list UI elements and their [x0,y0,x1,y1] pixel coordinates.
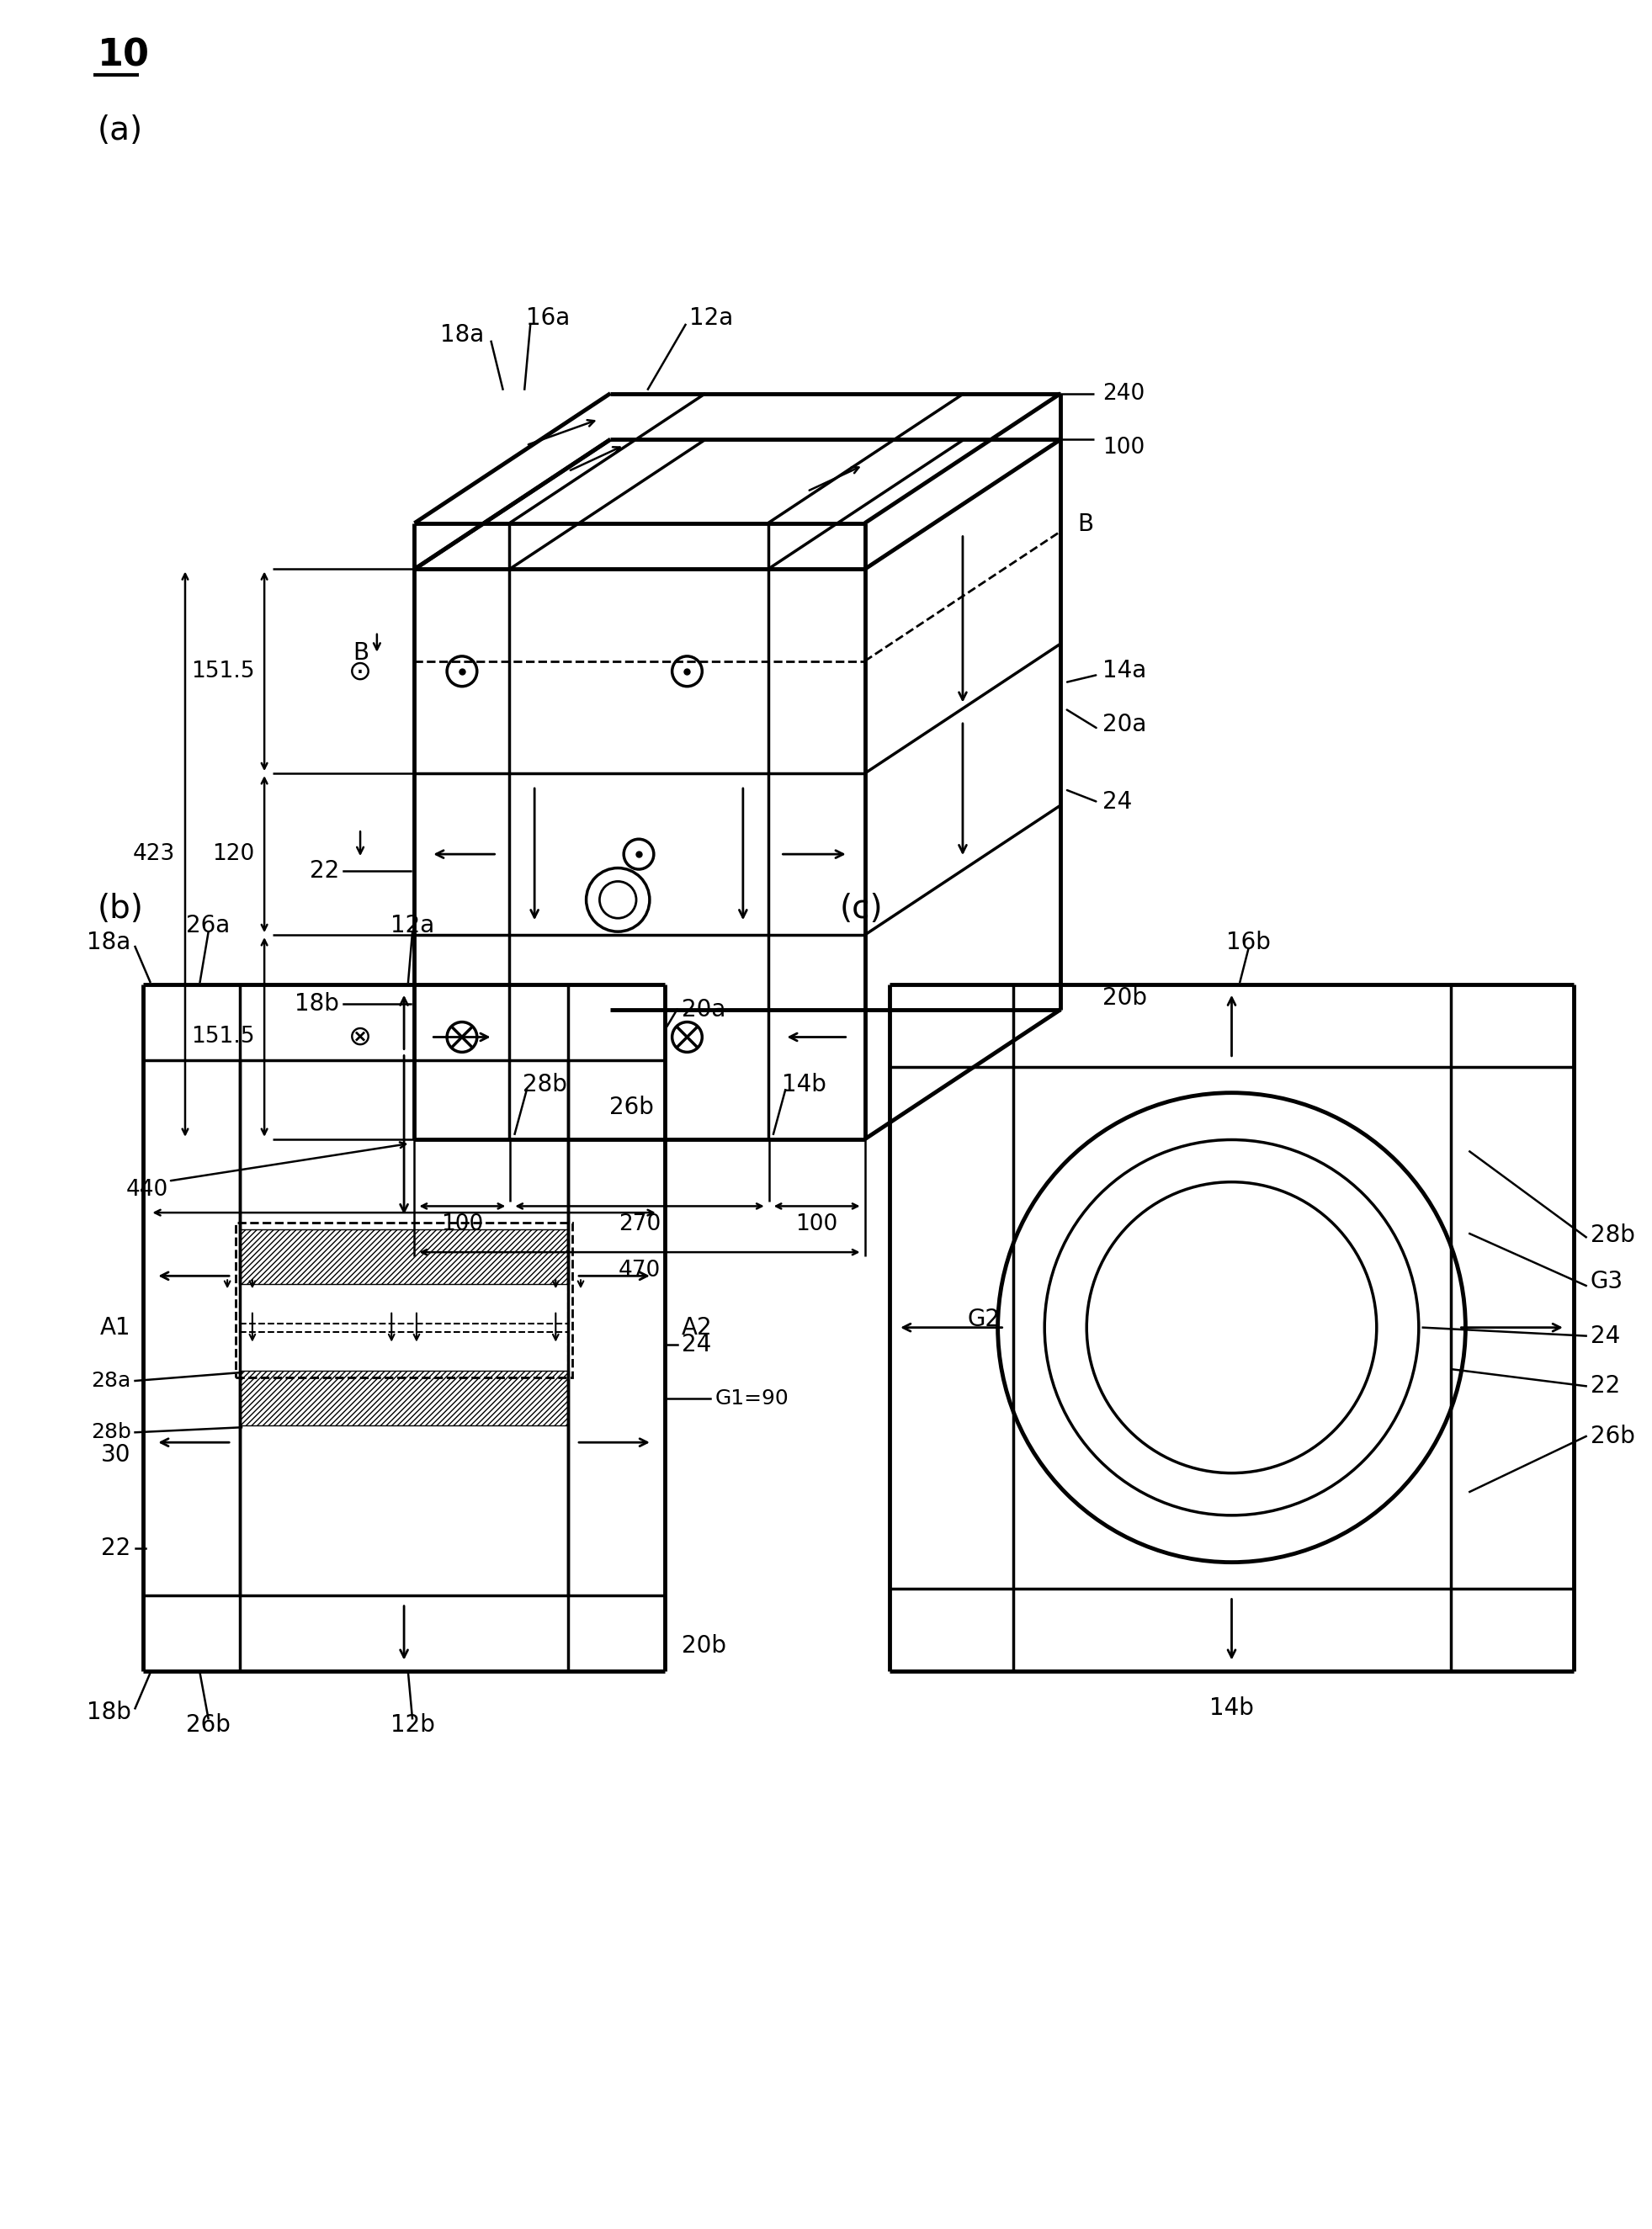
Text: 18a: 18a [88,932,131,954]
Text: B: B [352,642,368,664]
Bar [240,1371,568,1427]
Text: 22: 22 [309,858,339,883]
Text: (c): (c) [839,894,884,925]
Text: 100: 100 [441,1213,484,1235]
Text: 24: 24 [1591,1324,1621,1349]
Text: 20b: 20b [681,1634,725,1658]
Text: G1=90: G1=90 [715,1389,788,1409]
Text: G3: G3 [1591,1271,1624,1293]
Text: (a): (a) [97,114,144,147]
Text: 22: 22 [101,1536,131,1560]
Text: (b): (b) [97,894,144,925]
Bar [240,1230,568,1284]
Text: 470: 470 [618,1259,661,1282]
Text: 28b: 28b [1591,1224,1635,1248]
Text: G2: G2 [968,1308,1001,1331]
Text: 14b: 14b [781,1072,826,1097]
Text: 440: 440 [126,1179,169,1201]
Text: 16a: 16a [527,305,570,330]
Text: 24: 24 [681,1333,710,1355]
Text: A1: A1 [101,1315,131,1340]
Text: 151.5: 151.5 [190,1025,254,1048]
Text: 12b: 12b [390,1714,434,1736]
Text: 18b: 18b [296,992,339,1016]
Text: 30: 30 [101,1442,131,1467]
Text: 28a: 28a [91,1371,131,1391]
Text: 18b: 18b [86,1701,131,1725]
Text: 423: 423 [132,843,175,865]
Text: 26b: 26b [610,1097,654,1119]
Text: 20a: 20a [681,999,725,1021]
Text: ⊙: ⊙ [349,658,372,684]
Text: 28b: 28b [91,1422,131,1442]
Text: 20b: 20b [1102,987,1146,1010]
Text: 26a: 26a [187,914,230,938]
Text: A2: A2 [681,1315,712,1340]
Text: 14a: 14a [1102,660,1146,682]
Text: 100: 100 [796,1213,838,1235]
Bar [236,1224,572,1378]
Text: 10: 10 [97,38,150,74]
Text: 240: 240 [1102,383,1145,403]
Text: 26b: 26b [1591,1424,1635,1449]
Text: 100: 100 [1102,437,1145,459]
Text: 20a: 20a [1102,713,1146,736]
Text: 18a: 18a [441,323,484,345]
Text: 120: 120 [211,843,254,865]
Text: 270: 270 [618,1213,661,1235]
Text: ⊗: ⊗ [349,1023,372,1050]
Text: 26b: 26b [187,1714,231,1736]
Text: 16b: 16b [1226,932,1270,954]
Text: 12a: 12a [390,914,434,938]
Text: B: B [1077,513,1094,537]
Text: 151.5: 151.5 [190,660,254,682]
Text: 14b: 14b [1209,1696,1254,1721]
Text: 24: 24 [1102,791,1132,814]
Text: 12a: 12a [689,305,733,330]
Text: 28b: 28b [522,1072,567,1097]
Text: 22: 22 [1591,1375,1621,1398]
